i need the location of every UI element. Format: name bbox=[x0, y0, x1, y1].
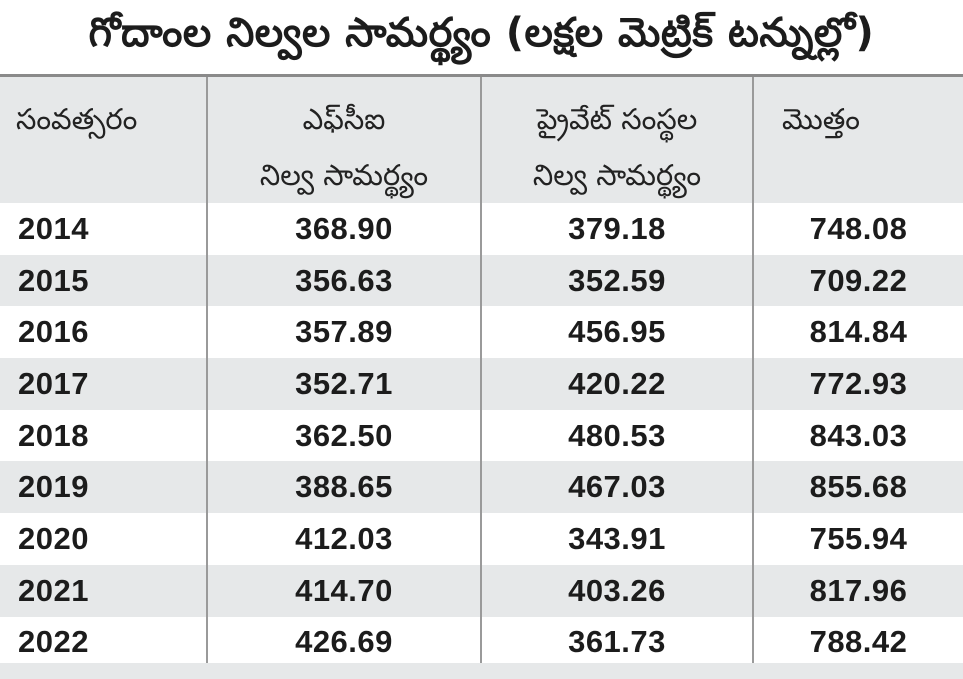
cell-fci: 352.71 bbox=[206, 358, 481, 410]
cell-private: 480.53 bbox=[480, 409, 753, 462]
cell-year: 2016 bbox=[18, 314, 89, 350]
cell-total: 843.03 bbox=[752, 409, 963, 462]
cell-fci: 426.69 bbox=[206, 616, 481, 669]
header-private-line2: నిల్వ సామర్థ్యం bbox=[532, 158, 702, 192]
header-fci: ఎఫ్‌సీఐ నిల్వ సామర్థ్యం bbox=[206, 77, 481, 203]
cell-year: 2017 bbox=[18, 365, 89, 401]
table-row: 2015 356.63 352.59 709.22 bbox=[0, 254, 963, 307]
cell-private: 467.03 bbox=[480, 461, 753, 514]
storage-capacity-table: సంవత్సరం ఎఫ్‌సీఐ నిల్వ సామర్థ్యం ప్రైవేట… bbox=[0, 77, 963, 669]
cell-total: 755.94 bbox=[752, 513, 963, 565]
cell-total: 772.93 bbox=[752, 358, 963, 410]
cell-total: 788.42 bbox=[752, 616, 963, 669]
cell-year: 2022 bbox=[18, 624, 89, 660]
cell-private: 379.18 bbox=[480, 203, 753, 255]
table-row: 2014 368.90 379.18 748.08 bbox=[0, 203, 963, 255]
header-row: సంవత్సరం ఎఫ్‌సీఐ నిల్వ సామర్థ్యం ప్రైవేట… bbox=[0, 77, 963, 203]
header-year-label: సంవత్సరం bbox=[16, 102, 138, 136]
table-row: 2022 426.69 361.73 788.42 bbox=[0, 616, 963, 669]
cell-year: 2018 bbox=[18, 417, 89, 453]
table-row: 2016 357.89 456.95 814.84 bbox=[0, 306, 963, 359]
cell-total: 709.22 bbox=[752, 254, 963, 307]
cell-private: 343.91 bbox=[480, 513, 753, 565]
header-total: మొత్తం bbox=[752, 77, 963, 203]
cell-year: 2014 bbox=[18, 210, 89, 246]
table-bottom-band bbox=[0, 663, 963, 679]
cell-fci: 362.50 bbox=[206, 409, 481, 462]
cell-year: 2020 bbox=[18, 520, 89, 556]
cell-total: 855.68 bbox=[752, 461, 963, 514]
cell-year: 2021 bbox=[18, 572, 89, 608]
header-private: ప్రైవేట్ సంస్థల నిల్వ సామర్థ్యం bbox=[480, 77, 753, 203]
cell-fci: 388.65 bbox=[206, 461, 481, 514]
header-fci-line2: నిల్వ సామర్థ్యం bbox=[259, 158, 429, 192]
cell-total: 817.96 bbox=[752, 564, 963, 617]
cell-fci: 356.63 bbox=[206, 254, 481, 307]
table-row: 2018 362.50 480.53 843.03 bbox=[0, 409, 963, 462]
cell-fci: 414.70 bbox=[206, 564, 481, 617]
cell-private: 361.73 bbox=[480, 616, 753, 669]
header-private-line1: ప్రైవేట్ సంస్థల bbox=[536, 102, 698, 136]
cell-fci: 368.90 bbox=[206, 203, 481, 255]
cell-private: 352.59 bbox=[480, 254, 753, 307]
table-row: 2019 388.65 467.03 855.68 bbox=[0, 461, 963, 514]
cell-total: 748.08 bbox=[752, 203, 963, 255]
table-title: గోదాంల నిల్వల సామర్థ్యం (లక్షల మెట్రిక్ … bbox=[88, 10, 875, 56]
cell-total: 814.84 bbox=[752, 306, 963, 359]
cell-year: 2019 bbox=[18, 469, 89, 505]
header-year: సంవత్సరం bbox=[0, 77, 207, 203]
cell-private: 456.95 bbox=[480, 306, 753, 359]
header-fci-line1: ఎఫ్‌సీఐ bbox=[302, 102, 386, 136]
table-row: 2017 352.71 420.22 772.93 bbox=[0, 358, 963, 410]
cell-fci: 357.89 bbox=[206, 306, 481, 359]
cell-fci: 412.03 bbox=[206, 513, 481, 565]
cell-private: 420.22 bbox=[480, 358, 753, 410]
header-total-label: మొత్తం bbox=[782, 102, 860, 136]
table-row: 2021 414.70 403.26 817.96 bbox=[0, 564, 963, 617]
title-divider bbox=[0, 74, 963, 77]
table-row: 2020 412.03 343.91 755.94 bbox=[0, 513, 963, 565]
cell-private: 403.26 bbox=[480, 564, 753, 617]
cell-year: 2015 bbox=[18, 262, 89, 298]
